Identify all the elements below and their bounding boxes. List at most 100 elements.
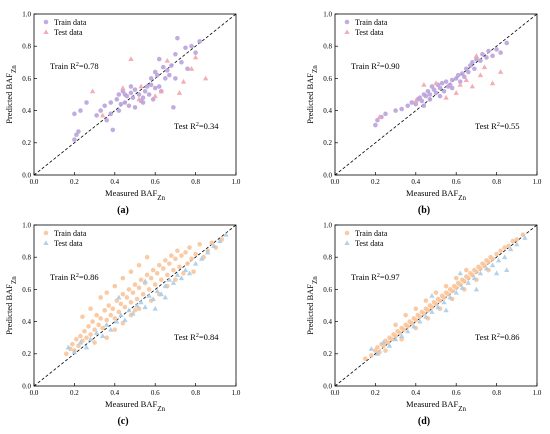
train-point (494, 47, 499, 52)
legend-train-marker (43, 19, 49, 25)
train-point (453, 275, 459, 281)
train-point (474, 269, 479, 274)
train-point (140, 100, 146, 105)
train-point (84, 100, 89, 105)
test-point (83, 344, 90, 350)
test-r2-annotation-suffix: =0.34 (199, 121, 219, 131)
series-test (376, 53, 504, 119)
train-point (156, 262, 162, 268)
test-r2-annotation-prefix: Test R (174, 121, 196, 131)
x-axis-label: Measured BAFZn (105, 399, 165, 413)
y-tick-label: 1.0 (323, 221, 332, 229)
train-point (381, 343, 386, 349)
test-point (504, 267, 510, 273)
test-point (514, 241, 520, 247)
test-point (178, 275, 185, 281)
test-point (162, 283, 168, 289)
train-point (173, 51, 178, 57)
train-point (128, 269, 134, 274)
test-point (130, 310, 136, 316)
y-tick-label: 0.6 (323, 286, 332, 294)
plot-frame (334, 224, 538, 387)
train-point (90, 319, 95, 324)
train-point (466, 275, 471, 281)
test-point (489, 262, 496, 268)
test-point (421, 82, 427, 87)
test-point (158, 88, 164, 94)
y-tick-label: 1.0 (323, 10, 332, 18)
y-tick-label: 1.0 (22, 10, 31, 18)
train-point (76, 129, 81, 134)
y-tick-label: 0.4 (22, 318, 31, 326)
train-point (112, 316, 118, 321)
y-axis-label: Predicted BAFZn (305, 65, 319, 124)
train-point (114, 298, 120, 303)
x-tick-label: 0.0 (331, 178, 340, 186)
x-tick-label: 0.0 (30, 389, 39, 397)
test-point (429, 293, 435, 298)
train-point (401, 327, 406, 332)
train-point (136, 262, 142, 268)
train-point (193, 251, 198, 257)
y-axis-label-text: Predicted BAF (4, 284, 14, 335)
train-point (102, 308, 107, 313)
train-r2-annotation-suffix: =0.86 (79, 272, 99, 282)
x-tick-label: 0.0 (331, 389, 340, 397)
test-point (89, 88, 96, 94)
legend-test-marker (344, 240, 350, 245)
test-point (399, 333, 405, 339)
test-point (188, 65, 195, 71)
train-point (179, 253, 184, 258)
plot-frame (334, 13, 538, 176)
train-point (433, 301, 439, 307)
train-point (423, 298, 429, 303)
test-point (152, 93, 158, 99)
train-r2-annotation: Train R2=0.97 (351, 272, 400, 282)
x-tick-label: 0.6 (452, 389, 461, 397)
train-point (373, 122, 378, 128)
train-point (104, 117, 110, 123)
train-point (187, 245, 192, 250)
y-tick-label: 0.8 (22, 254, 31, 262)
test-point (93, 330, 100, 335)
series-test (65, 231, 229, 355)
train-point (506, 243, 512, 249)
train-point (443, 79, 449, 84)
test-point (469, 83, 476, 89)
test-point (368, 346, 375, 351)
train-point (437, 85, 443, 91)
train-point (140, 291, 146, 297)
train-point (403, 312, 409, 318)
train-point (154, 72, 160, 78)
train-point (140, 95, 146, 101)
train-point (126, 287, 132, 292)
train-point (64, 351, 69, 357)
x-axis-label: Measured BAFZn (406, 399, 466, 413)
test-point (138, 83, 144, 89)
test-point (453, 289, 459, 295)
train-point (136, 306, 142, 312)
test-point (134, 302, 140, 308)
test-point (164, 57, 170, 63)
test-point (380, 339, 387, 345)
test-point (65, 344, 71, 350)
train-point (112, 327, 118, 332)
train-point (478, 58, 483, 63)
test-point (176, 90, 183, 95)
test-point (126, 307, 132, 313)
x-tick-label: 0.8 (492, 178, 501, 186)
train-point (449, 288, 455, 294)
test-point (441, 299, 447, 305)
x-tick-label: 0.4 (110, 178, 119, 186)
test-point (376, 114, 383, 119)
test-point (459, 284, 465, 290)
train-point (78, 333, 83, 339)
test-point (146, 293, 152, 298)
x-tick-label: 0.6 (151, 389, 160, 397)
train-point (156, 56, 162, 62)
test-point (483, 265, 490, 271)
train-point (128, 90, 134, 96)
test-r2-annotation-power: 2 (196, 333, 199, 339)
train-point (78, 108, 83, 113)
test-point (158, 291, 164, 297)
